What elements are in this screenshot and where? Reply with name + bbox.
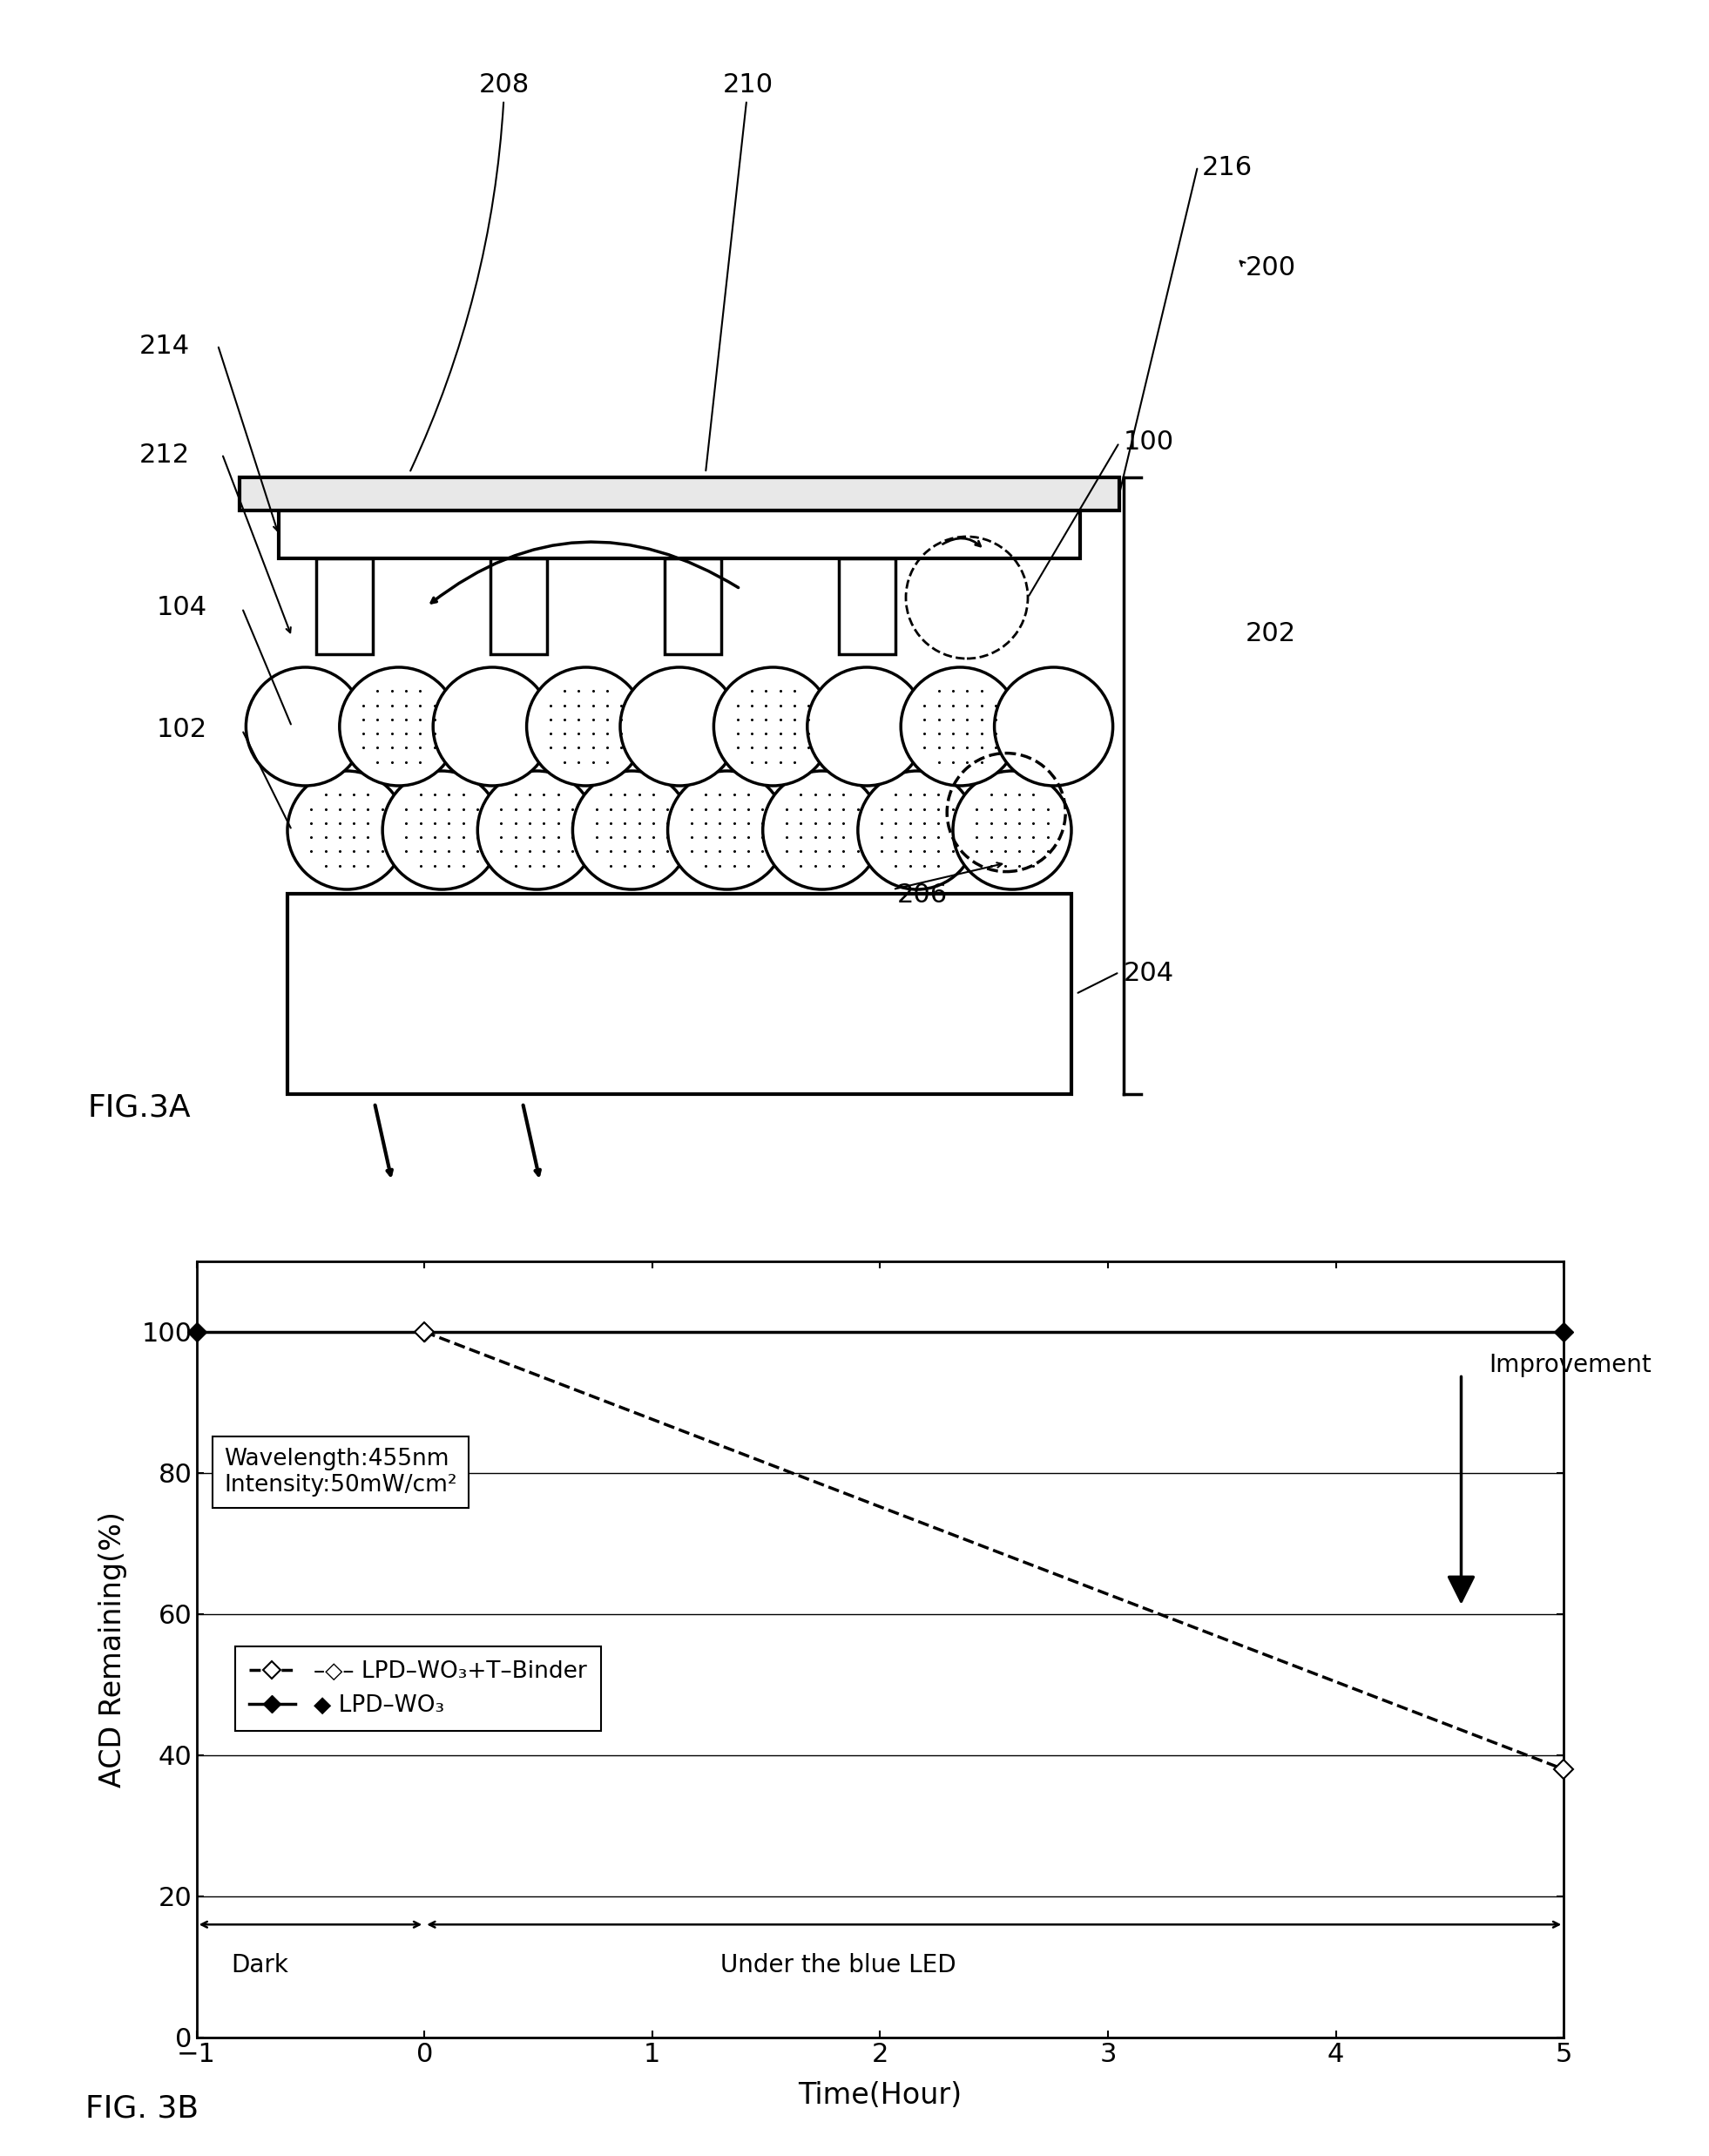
Circle shape	[858, 772, 976, 890]
Text: 204: 204	[1123, 962, 1174, 985]
Bar	[279, 511, 1080, 558]
Text: 104: 104	[157, 595, 207, 621]
Text: Under the blue LED: Under the blue LED	[721, 1953, 957, 1977]
Text: Wavelength:455nm
Intensity:50mW/cm²: Wavelength:455nm Intensity:50mW/cm²	[224, 1447, 456, 1496]
Text: 214: 214	[140, 334, 190, 358]
Circle shape	[954, 772, 1072, 890]
Text: 206: 206	[897, 882, 948, 908]
Text: 210: 210	[706, 73, 774, 470]
Circle shape	[287, 772, 407, 890]
Text: 102: 102	[157, 718, 207, 742]
Text: Improvement: Improvement	[1489, 1354, 1651, 1378]
Circle shape	[573, 772, 690, 890]
Circle shape	[432, 666, 552, 785]
Circle shape	[340, 666, 458, 785]
Bar	[490, 558, 547, 653]
Circle shape	[714, 666, 832, 785]
Text: 216: 216	[1201, 155, 1253, 181]
Bar	[665, 558, 721, 653]
Bar	[239, 476, 1119, 511]
Text: FIG. 3B: FIG. 3B	[85, 2093, 198, 2124]
Circle shape	[901, 666, 1019, 785]
Text: Dark: Dark	[231, 1953, 289, 1977]
Circle shape	[995, 666, 1113, 785]
Text: 202: 202	[1246, 621, 1295, 647]
X-axis label: Time(Hour): Time(Hour)	[798, 2081, 962, 2111]
Circle shape	[762, 772, 882, 890]
Circle shape	[668, 772, 786, 890]
Bar	[316, 558, 373, 653]
Legend: –◇– LPD–WO₃+T–Binder, ◆ LPD–WO₃: –◇– LPD–WO₃+T–Binder, ◆ LPD–WO₃	[236, 1647, 600, 1731]
Circle shape	[383, 772, 501, 890]
Circle shape	[526, 666, 644, 785]
Text: 200: 200	[1246, 254, 1295, 280]
Circle shape	[246, 666, 364, 785]
Y-axis label: ACD Remaining(%): ACD Remaining(%)	[99, 1511, 126, 1787]
Circle shape	[807, 666, 926, 785]
Bar	[839, 558, 896, 653]
Circle shape	[477, 772, 596, 890]
Bar	[287, 895, 1072, 1093]
Text: 100: 100	[1123, 429, 1174, 455]
Text: 212: 212	[140, 442, 190, 468]
Circle shape	[620, 666, 738, 785]
Text: 208: 208	[410, 73, 530, 470]
Text: FIG.3A: FIG.3A	[87, 1093, 190, 1121]
